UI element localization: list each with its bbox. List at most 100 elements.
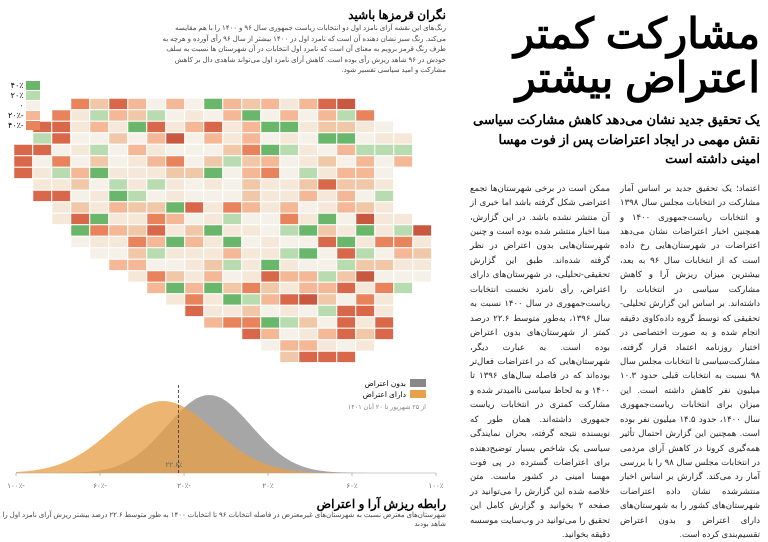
- map-region: [185, 167, 203, 178]
- map-region: [71, 156, 89, 167]
- map-region: [147, 167, 165, 178]
- map-region: [261, 248, 279, 259]
- map-region: [280, 317, 298, 328]
- map-region: [71, 225, 89, 236]
- map-region: [109, 213, 127, 224]
- map-region: [166, 179, 184, 190]
- map-region: [71, 167, 89, 178]
- map-region: [394, 282, 412, 293]
- map-region: [52, 156, 70, 167]
- map-region: [356, 167, 374, 178]
- map-region: [375, 225, 393, 236]
- legend-swatch: [26, 111, 40, 120]
- map-region: [280, 98, 298, 109]
- map-region: [242, 179, 260, 190]
- legend-label: ۴۰٪: [11, 81, 24, 90]
- map-region: [299, 98, 317, 109]
- map-region: [109, 248, 127, 259]
- map-region: [166, 156, 184, 167]
- map-region: [147, 213, 165, 224]
- map-region: [90, 167, 108, 178]
- map-region: [280, 213, 298, 224]
- map-region: [318, 179, 336, 190]
- chart-legend-row: دارای اعتراض: [348, 390, 426, 399]
- legend-label: دارای اعتراض: [363, 390, 406, 399]
- map-region: [242, 305, 260, 316]
- map-region: [52, 202, 70, 213]
- map-region: [128, 121, 146, 132]
- map-region: [242, 271, 260, 282]
- map-region: [318, 317, 336, 328]
- map-region: [375, 190, 393, 201]
- legend-swatch: [26, 101, 40, 110]
- map-region: [375, 202, 393, 213]
- map-region: [147, 271, 165, 282]
- body-col-1: اعتماد؛ یک تحقیق جدید بر اساس آمار مشارک…: [620, 181, 760, 542]
- map-region: [90, 190, 108, 201]
- map-region: [280, 328, 298, 339]
- map-region: [318, 213, 336, 224]
- map-region: [261, 121, 279, 132]
- x-axis-tick: -۶۰٪: [93, 483, 107, 490]
- map-region: [185, 294, 203, 305]
- map-region: [299, 110, 317, 121]
- map-region: [280, 248, 298, 259]
- map-region: [261, 156, 279, 167]
- map-region: [318, 133, 336, 144]
- map-region: [337, 167, 355, 178]
- map-region: [242, 202, 260, 213]
- map-region: [90, 98, 108, 109]
- map-region: [185, 133, 203, 144]
- map-region: [204, 225, 222, 236]
- map-region: [128, 156, 146, 167]
- map-region: [280, 167, 298, 178]
- chart-legend: بدون اعتراضدارای اعتراضاز ۲۵ شهریور تا ۲…: [348, 379, 426, 411]
- map-region: [185, 305, 203, 316]
- map-region: [337, 351, 355, 362]
- map-region: [71, 110, 89, 121]
- map-region: [147, 156, 165, 167]
- map-region: [356, 179, 374, 190]
- iran-choropleth-map: ۴۰٪۲۰٪۰-۲۰٪-۴۰٪: [0, 81, 446, 369]
- map-region: [128, 110, 146, 121]
- map-region: [147, 179, 165, 190]
- map-region: [280, 110, 298, 121]
- map-region: [166, 190, 184, 201]
- map-region: [128, 190, 146, 201]
- map-region: [71, 202, 89, 213]
- map-region: [147, 225, 165, 236]
- map-region: [280, 202, 298, 213]
- map-region: [299, 328, 317, 339]
- map-region: [337, 133, 355, 144]
- map-region: [318, 110, 336, 121]
- map-region: [375, 144, 393, 155]
- map-region: [337, 328, 355, 339]
- map-region: [394, 213, 412, 224]
- map-region: [356, 213, 374, 224]
- map-region: [413, 271, 431, 282]
- map-region: [223, 271, 241, 282]
- map-region: [280, 121, 298, 132]
- map-region: [356, 271, 374, 282]
- map-region: [413, 259, 431, 270]
- map-region: [337, 248, 355, 259]
- map-region: [356, 236, 374, 247]
- map-region: [204, 213, 222, 224]
- map-region: [280, 351, 298, 362]
- map-region: [261, 179, 279, 190]
- map-region: [261, 167, 279, 178]
- map-legend-row: -۴۰٪: [8, 121, 40, 130]
- x-axis-tick: ۶۰٪: [346, 483, 358, 490]
- body-col-2: ممکن است در برخی شهرستان‌ها تجمع اعتراضی…: [470, 181, 610, 542]
- legend-label: ۰: [19, 101, 23, 110]
- map-caption: رنگ‌های این نقشه آرای نامزد اول دو انتخا…: [156, 24, 446, 77]
- map-region: [223, 317, 241, 328]
- map-region: [128, 271, 146, 282]
- map-region: [147, 202, 165, 213]
- map-region: [261, 271, 279, 282]
- map-region: [394, 156, 412, 167]
- map-region: [185, 202, 203, 213]
- map-region: [356, 144, 374, 155]
- map-region: [356, 317, 374, 328]
- map-region: [204, 98, 222, 109]
